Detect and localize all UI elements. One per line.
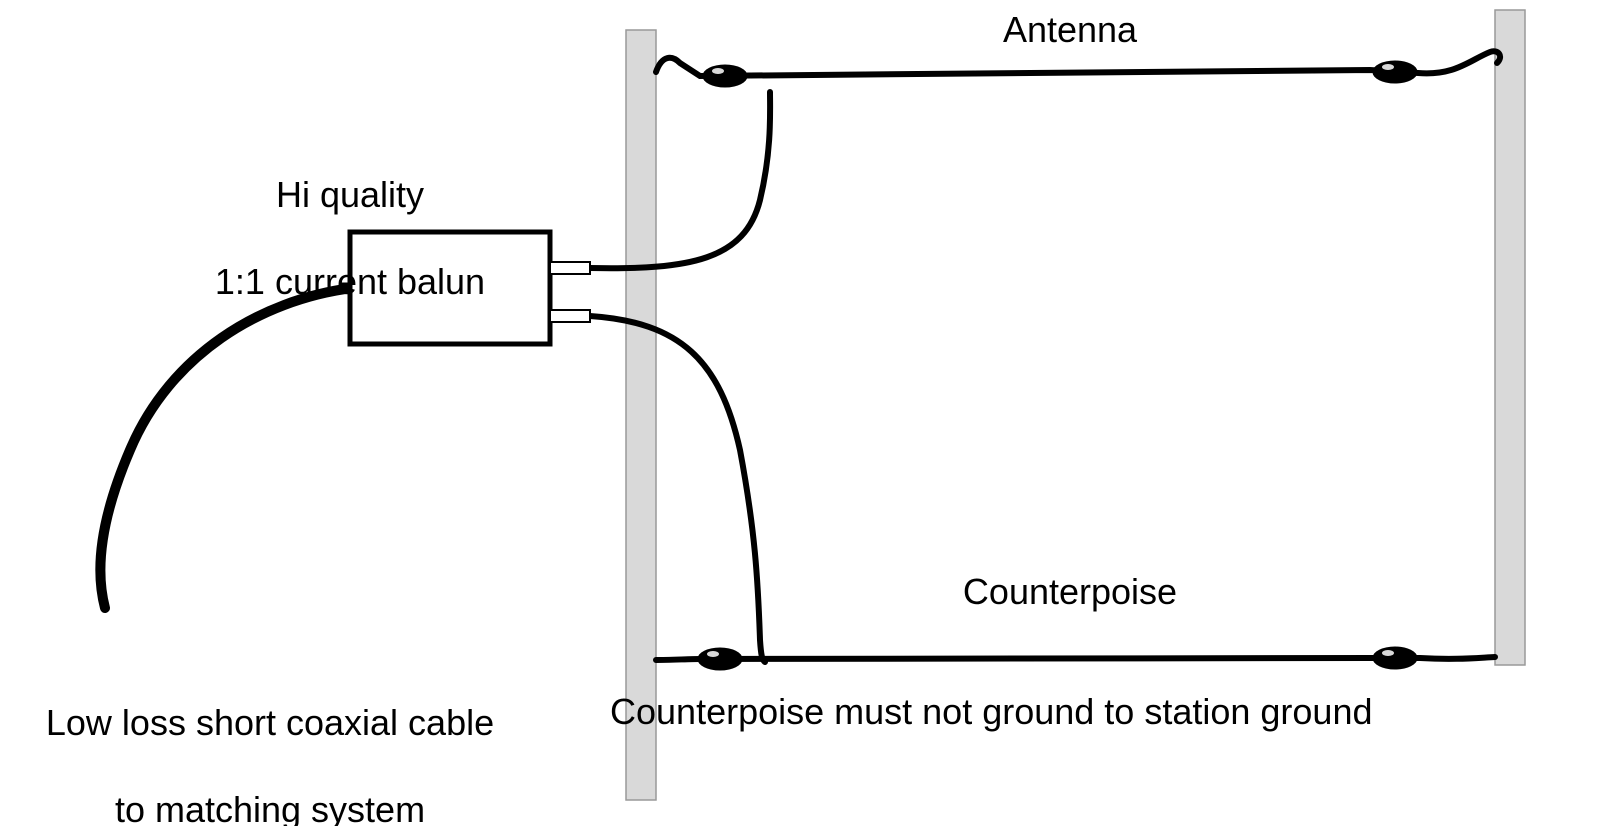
insulator-counterpoise-left bbox=[698, 648, 742, 670]
balun-label-line2: 1:1 current balun bbox=[215, 261, 485, 302]
antenna-feedline bbox=[590, 92, 770, 268]
coax-label-line1: Low loss short coaxial cable bbox=[46, 702, 494, 743]
diagram-stage: Antenna Hi quality 1:1 current balun Cou… bbox=[0, 0, 1615, 826]
antenna-label: Antenna bbox=[880, 8, 1260, 51]
insulator-counterpoise-right bbox=[1373, 647, 1417, 669]
counterpoise-note-label: Counterpoise must not ground to station … bbox=[610, 690, 1510, 733]
insulator-antenna-right bbox=[1373, 61, 1417, 83]
balun-terminal-lower bbox=[550, 310, 590, 322]
pole-left bbox=[626, 30, 656, 800]
counterpoise-feedline bbox=[590, 316, 765, 662]
pole-right bbox=[1495, 10, 1525, 665]
counterpoise-wire bbox=[656, 657, 1495, 660]
balun-label-line1: Hi quality bbox=[276, 174, 424, 215]
counterpoise-label: Counterpoise bbox=[870, 570, 1270, 613]
insulator-antenna-left bbox=[703, 65, 747, 87]
balun-terminal-upper bbox=[550, 262, 590, 274]
coax-label: Low loss short coaxial cable to matching… bbox=[0, 658, 500, 826]
coax-label-line2: to matching system bbox=[115, 789, 425, 826]
balun-label: Hi quality 1:1 current balun bbox=[140, 130, 520, 346]
